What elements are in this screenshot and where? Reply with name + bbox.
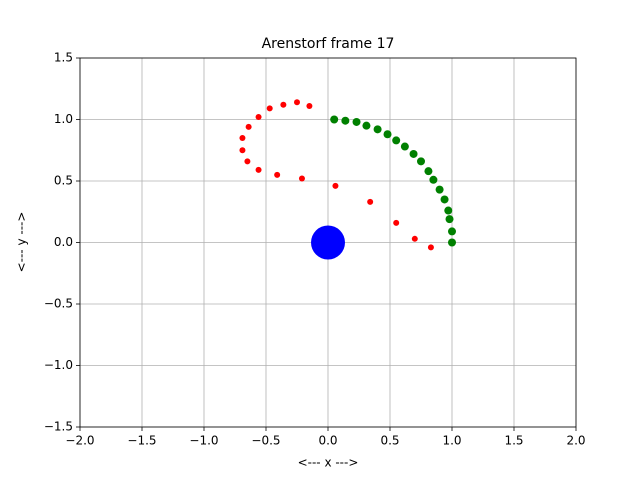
x-axis-label: <--- x --->	[298, 456, 359, 470]
x-tick-label: 0.0	[318, 434, 337, 448]
x-tick-label: −2.0	[65, 434, 94, 448]
point	[332, 182, 339, 189]
point	[298, 175, 305, 182]
point	[435, 185, 444, 194]
x-tick-label: 1.5	[504, 434, 523, 448]
point	[294, 99, 300, 106]
point	[255, 114, 262, 121]
y-tick-label: −0.5	[44, 297, 73, 311]
point	[244, 158, 251, 165]
point	[306, 102, 313, 109]
x-tick-label: 0.5	[380, 434, 399, 448]
chart-title: Arenstorf frame 17	[262, 36, 395, 52]
point	[411, 235, 418, 242]
x-tick-label: 1.0	[442, 434, 461, 448]
point	[448, 238, 456, 247]
point	[255, 166, 262, 173]
point	[311, 225, 345, 260]
point	[448, 227, 456, 236]
point	[440, 195, 449, 204]
point	[274, 171, 281, 178]
x-tick-label: −1.0	[189, 434, 218, 448]
y-axis-label: <--- y --->	[15, 212, 29, 273]
point	[330, 115, 339, 124]
point	[409, 149, 418, 158]
y-tick-label: 1.0	[54, 112, 73, 126]
point	[266, 105, 273, 112]
y-tick-label: 0.0	[54, 235, 73, 249]
y-tick-label: 0.5	[54, 174, 73, 188]
point	[429, 175, 438, 184]
point	[239, 134, 246, 141]
point	[367, 198, 374, 205]
x-tick-label: −0.5	[251, 434, 280, 448]
point	[444, 206, 453, 215]
point	[239, 147, 246, 154]
point	[427, 244, 434, 251]
plot-frame	[79, 57, 577, 428]
point	[392, 136, 401, 145]
point	[362, 121, 371, 130]
point	[280, 101, 287, 108]
point	[400, 142, 409, 151]
point	[393, 219, 400, 226]
point	[245, 123, 252, 130]
x-tick-label: −1.5	[127, 434, 156, 448]
point	[373, 125, 382, 134]
x-tick-label: 2.0	[566, 434, 585, 448]
point	[383, 130, 392, 139]
y-tick-label: −1.5	[44, 420, 73, 434]
y-tick-label: −1.0	[44, 358, 73, 372]
point	[417, 157, 425, 166]
point	[445, 215, 454, 224]
point	[341, 116, 350, 125]
point	[352, 117, 361, 126]
y-tick-label: 1.5	[54, 51, 73, 65]
point	[424, 167, 433, 176]
